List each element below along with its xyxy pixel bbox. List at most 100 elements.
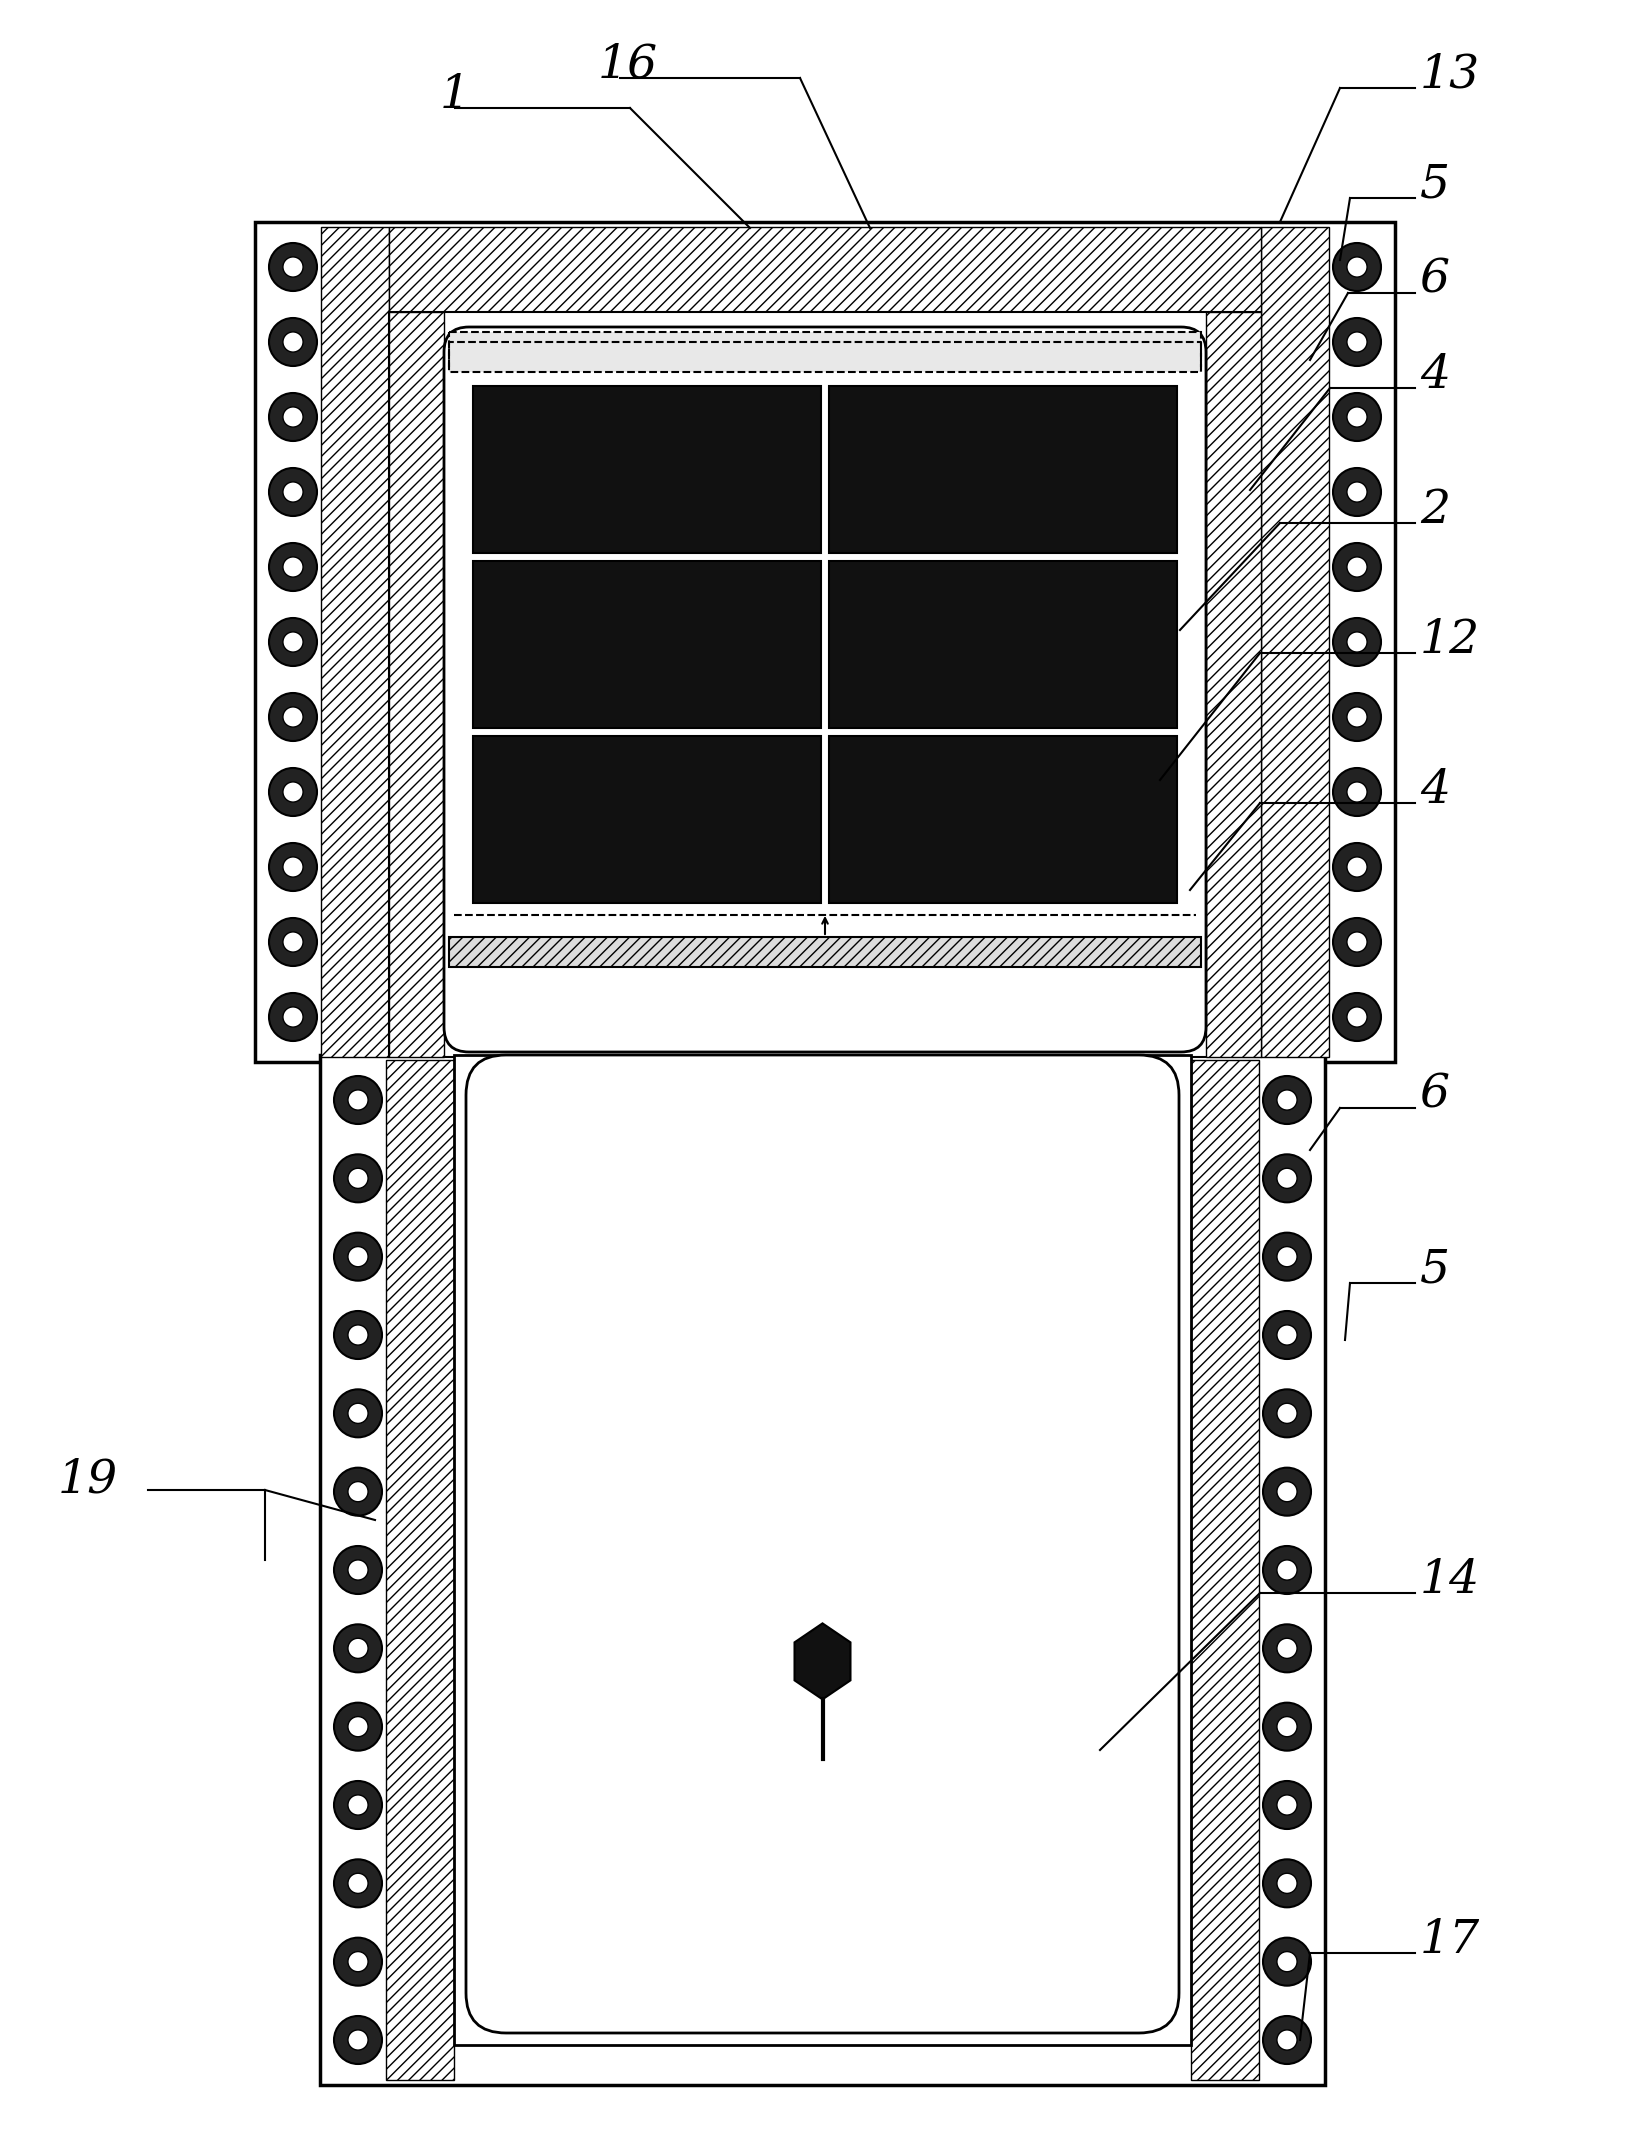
Text: 6: 6 bbox=[1420, 257, 1449, 302]
Circle shape bbox=[268, 768, 317, 817]
Circle shape bbox=[334, 1076, 381, 1123]
Text: 16: 16 bbox=[599, 43, 658, 88]
Circle shape bbox=[1263, 1076, 1310, 1123]
Bar bbox=[321, 1055, 1325, 2084]
Circle shape bbox=[1278, 1561, 1297, 1580]
Circle shape bbox=[1263, 1625, 1310, 1672]
Circle shape bbox=[1278, 1795, 1297, 1816]
Circle shape bbox=[1333, 693, 1381, 742]
Circle shape bbox=[1263, 1153, 1310, 1203]
Circle shape bbox=[1278, 1951, 1297, 1972]
FancyBboxPatch shape bbox=[443, 328, 1206, 1053]
Bar bbox=[389, 313, 443, 1057]
Bar bbox=[389, 227, 1261, 313]
Circle shape bbox=[334, 1938, 381, 1985]
Circle shape bbox=[1346, 407, 1368, 427]
Circle shape bbox=[1263, 1938, 1310, 1985]
Circle shape bbox=[1263, 1546, 1310, 1593]
Bar bbox=[829, 735, 1176, 903]
Circle shape bbox=[348, 1561, 368, 1580]
Text: 17: 17 bbox=[1420, 1917, 1481, 1962]
Bar bbox=[473, 735, 821, 903]
Circle shape bbox=[1278, 1246, 1297, 1267]
Circle shape bbox=[283, 482, 303, 502]
Text: 4: 4 bbox=[1420, 352, 1449, 397]
Circle shape bbox=[1278, 1404, 1297, 1424]
Bar bbox=[255, 223, 1396, 1061]
FancyBboxPatch shape bbox=[466, 1055, 1180, 2033]
Circle shape bbox=[334, 1859, 381, 1908]
Circle shape bbox=[283, 933, 303, 952]
Circle shape bbox=[1333, 542, 1381, 592]
Circle shape bbox=[1333, 843, 1381, 892]
Circle shape bbox=[348, 1717, 368, 1737]
Text: 5: 5 bbox=[1420, 1248, 1449, 1293]
Circle shape bbox=[334, 1469, 381, 1516]
Circle shape bbox=[1278, 1874, 1297, 1893]
Bar bbox=[829, 562, 1176, 729]
Circle shape bbox=[334, 2015, 381, 2065]
Circle shape bbox=[283, 632, 303, 652]
Circle shape bbox=[334, 1310, 381, 1359]
Text: 4: 4 bbox=[1420, 768, 1449, 813]
Bar bbox=[389, 313, 1261, 1057]
Circle shape bbox=[348, 1246, 368, 1267]
Circle shape bbox=[283, 407, 303, 427]
Bar bbox=[455, 1055, 1191, 2045]
Circle shape bbox=[1278, 1089, 1297, 1111]
Circle shape bbox=[1346, 632, 1368, 652]
Bar bbox=[473, 386, 821, 553]
Circle shape bbox=[348, 2030, 368, 2050]
Circle shape bbox=[348, 1325, 368, 1344]
Circle shape bbox=[1346, 858, 1368, 877]
Text: 14: 14 bbox=[1420, 1557, 1481, 1602]
Circle shape bbox=[334, 1153, 381, 1203]
Circle shape bbox=[348, 1638, 368, 1659]
Circle shape bbox=[283, 783, 303, 802]
Circle shape bbox=[1333, 467, 1381, 517]
Circle shape bbox=[283, 557, 303, 577]
Circle shape bbox=[334, 1389, 381, 1436]
Circle shape bbox=[1333, 993, 1381, 1042]
Circle shape bbox=[283, 858, 303, 877]
Circle shape bbox=[348, 1482, 368, 1501]
Bar bbox=[1191, 1059, 1260, 2080]
Text: 1: 1 bbox=[440, 73, 470, 118]
Circle shape bbox=[268, 918, 317, 967]
Circle shape bbox=[1333, 242, 1381, 292]
Text: 6: 6 bbox=[1420, 1072, 1449, 1117]
Circle shape bbox=[1263, 2015, 1310, 2065]
Circle shape bbox=[1346, 557, 1368, 577]
Circle shape bbox=[268, 317, 317, 367]
Circle shape bbox=[334, 1702, 381, 1752]
Circle shape bbox=[1278, 1482, 1297, 1501]
Circle shape bbox=[268, 467, 317, 517]
Circle shape bbox=[1346, 257, 1368, 277]
Bar bbox=[321, 227, 389, 1057]
Circle shape bbox=[1346, 933, 1368, 952]
Bar bbox=[448, 332, 1201, 373]
Circle shape bbox=[1346, 1008, 1368, 1027]
Circle shape bbox=[268, 392, 317, 442]
Circle shape bbox=[283, 332, 303, 352]
Circle shape bbox=[348, 1795, 368, 1816]
Text: 12: 12 bbox=[1420, 617, 1481, 662]
Circle shape bbox=[268, 617, 317, 667]
Circle shape bbox=[1278, 1325, 1297, 1344]
Circle shape bbox=[1278, 2030, 1297, 2050]
Circle shape bbox=[1346, 482, 1368, 502]
Bar bbox=[473, 562, 821, 729]
Bar bbox=[1206, 313, 1261, 1057]
Circle shape bbox=[268, 242, 317, 292]
Circle shape bbox=[268, 542, 317, 592]
Circle shape bbox=[334, 1546, 381, 1593]
Circle shape bbox=[1346, 783, 1368, 802]
Circle shape bbox=[1278, 1638, 1297, 1659]
Circle shape bbox=[334, 1625, 381, 1672]
Circle shape bbox=[1263, 1233, 1310, 1280]
Circle shape bbox=[1263, 1702, 1310, 1752]
Circle shape bbox=[283, 708, 303, 727]
Circle shape bbox=[334, 1782, 381, 1829]
Bar bbox=[448, 937, 1201, 967]
Circle shape bbox=[348, 1089, 368, 1111]
